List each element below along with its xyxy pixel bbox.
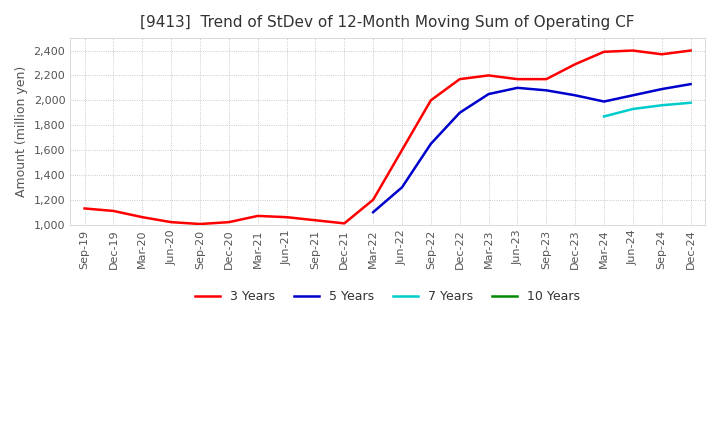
3 Years — [426, 98, 435, 103]
5 Years — [426, 141, 435, 147]
5 Years — [571, 93, 580, 98]
3 Years — [485, 73, 493, 78]
Title: [9413]  Trend of StDev of 12-Month Moving Sum of Operating CF: [9413] Trend of StDev of 12-Month Moving… — [140, 15, 635, 30]
5 Years — [686, 81, 695, 87]
Line: 7 Years: 7 Years — [604, 103, 690, 117]
3 Years — [686, 48, 695, 53]
3 Years — [571, 62, 580, 67]
5 Years — [456, 110, 464, 115]
3 Years — [109, 208, 118, 213]
Y-axis label: Amount (million yen): Amount (million yen) — [15, 66, 28, 197]
5 Years — [485, 92, 493, 97]
3 Years — [80, 206, 89, 211]
Legend: 3 Years, 5 Years, 7 Years, 10 Years: 3 Years, 5 Years, 7 Years, 10 Years — [190, 285, 585, 308]
3 Years — [369, 197, 377, 202]
3 Years — [456, 77, 464, 82]
3 Years — [311, 218, 320, 223]
5 Years — [657, 86, 666, 92]
7 Years — [686, 100, 695, 106]
7 Years — [600, 114, 608, 119]
Line: 3 Years: 3 Years — [84, 51, 690, 224]
3 Years — [513, 77, 522, 82]
5 Years — [397, 185, 406, 190]
3 Years — [167, 220, 176, 225]
5 Years — [629, 93, 637, 98]
5 Years — [600, 99, 608, 104]
7 Years — [657, 103, 666, 108]
3 Years — [600, 49, 608, 55]
5 Years — [513, 85, 522, 91]
3 Years — [657, 51, 666, 57]
3 Years — [397, 147, 406, 153]
Line: 5 Years: 5 Years — [373, 84, 690, 212]
7 Years — [629, 106, 637, 112]
5 Years — [369, 209, 377, 215]
3 Years — [196, 221, 204, 227]
3 Years — [542, 77, 551, 82]
3 Years — [253, 213, 262, 219]
3 Years — [138, 215, 147, 220]
3 Years — [282, 215, 291, 220]
3 Years — [629, 48, 637, 53]
3 Years — [340, 221, 348, 226]
3 Years — [225, 220, 233, 225]
5 Years — [542, 88, 551, 93]
